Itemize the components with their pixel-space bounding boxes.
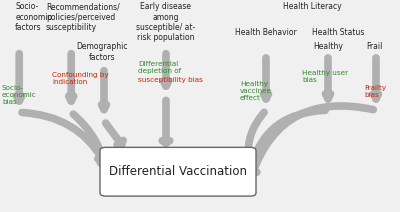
Text: Early disease
among
susceptible/ at-
risk population: Early disease among susceptible/ at- ris… (136, 2, 196, 42)
Text: Confounding by
indication: Confounding by indication (52, 72, 109, 85)
Text: Frail: Frail (366, 42, 382, 51)
Text: Healthy user
bias: Healthy user bias (302, 70, 348, 83)
Text: Health Status: Health Status (312, 28, 364, 36)
Text: Health Literacy: Health Literacy (283, 2, 341, 11)
Text: susceptibility bias: susceptibility bias (138, 77, 203, 83)
FancyBboxPatch shape (100, 147, 256, 196)
Text: Healthy
vaccinee
effect: Healthy vaccinee effect (240, 81, 272, 100)
Text: Differential Vaccination: Differential Vaccination (109, 165, 247, 178)
Text: Socio-
economic
bias: Socio- economic bias (2, 85, 37, 105)
Text: Healthy: Healthy (313, 42, 343, 51)
Text: Recommendations/
policies/perceived
susceptibility: Recommendations/ policies/perceived susc… (46, 2, 120, 32)
Text: Differential
depletion of: Differential depletion of (138, 61, 181, 74)
Text: Socio-
economic
factors: Socio- economic factors (15, 2, 52, 32)
Text: Health Behavior: Health Behavior (235, 28, 297, 36)
Text: Demographic
factors: Demographic factors (76, 42, 128, 62)
Text: Frailty
bias: Frailty bias (364, 85, 386, 98)
